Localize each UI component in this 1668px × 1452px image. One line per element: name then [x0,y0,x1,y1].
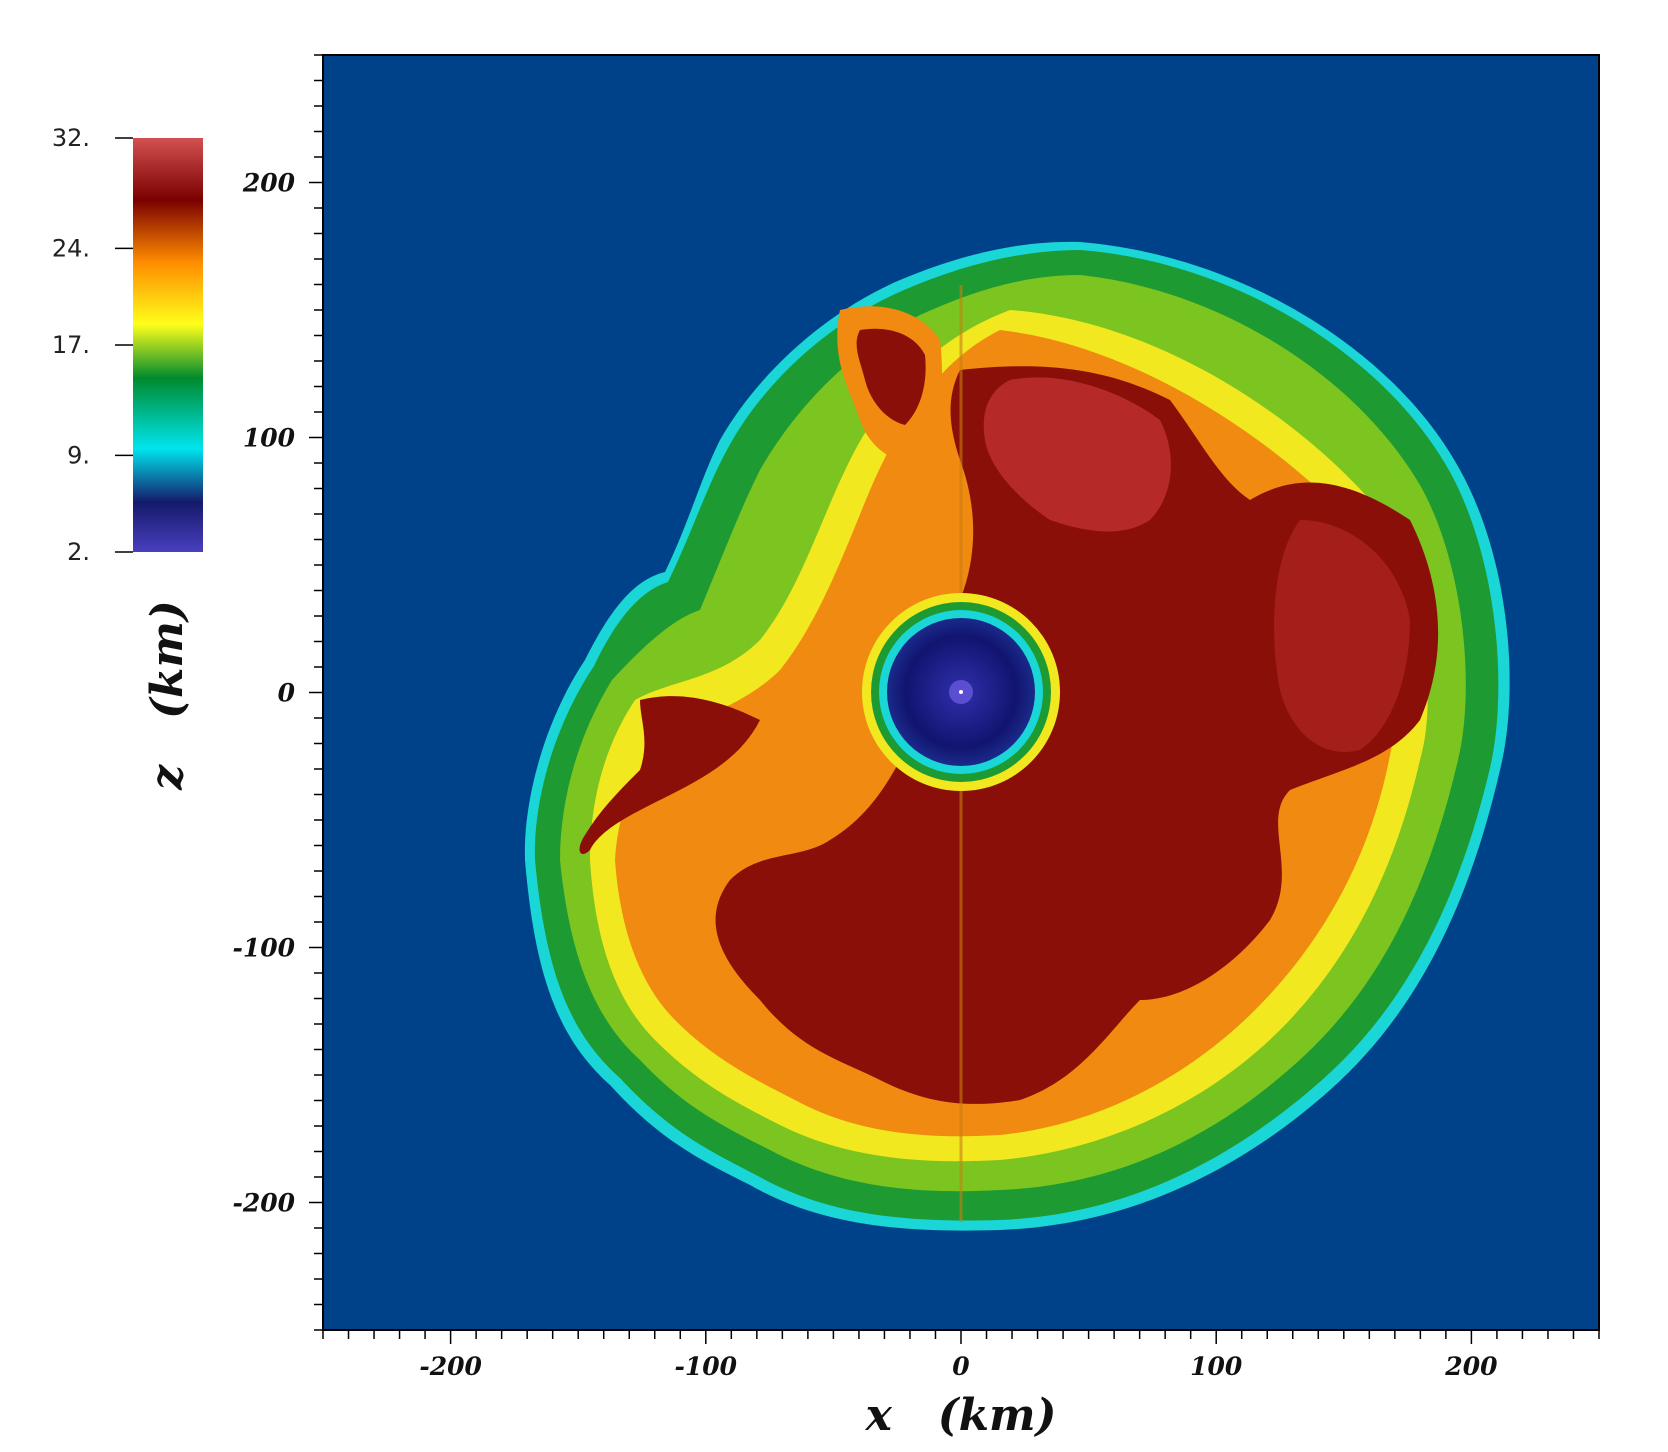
left-streak [579,696,760,855]
colorbar: 32. 24. 17. 9. 2. [52,124,203,566]
y-axis-title: z (km) [142,600,193,791]
x-tick-label: -200 [419,1352,482,1381]
colorbar-tick-label: 24. [52,234,90,262]
x-tick-label: -100 [675,1352,738,1381]
x-axis: -200 -100 0 100 200 [322,1330,1600,1381]
y-tick-label: -200 [232,1189,295,1218]
y-tick-label: 200 [242,169,296,198]
y-tick-label: 0 [278,679,296,708]
heatmap-image [524,241,1510,1231]
darkred-mass [715,366,1439,1104]
red-patch-right [1274,520,1410,752]
colorbar-tick-label: 32. [52,124,90,152]
colorbar-ticks: 32. 24. 17. 9. 2. [52,124,133,566]
y-axis: 200 100 0 -100 -200 [232,54,323,1331]
colorbar-gradient [133,138,203,552]
red-patch-upper [983,377,1171,532]
y-tick-label: -100 [232,934,295,963]
colorbar-tick-label: 9. [67,441,90,469]
colorbar-tick-label: 2. [67,538,90,566]
x-tick-label: 0 [952,1352,970,1381]
colorbar-tick-label: 17. [52,331,90,359]
core-point [959,690,963,694]
x-tick-label: 100 [1190,1352,1243,1381]
upper-left-chunk-dark [856,328,926,425]
x-axis-title: x (km) [865,1390,1057,1441]
y-tick-label: 100 [243,424,296,453]
x-tick-label: 200 [1444,1352,1498,1381]
